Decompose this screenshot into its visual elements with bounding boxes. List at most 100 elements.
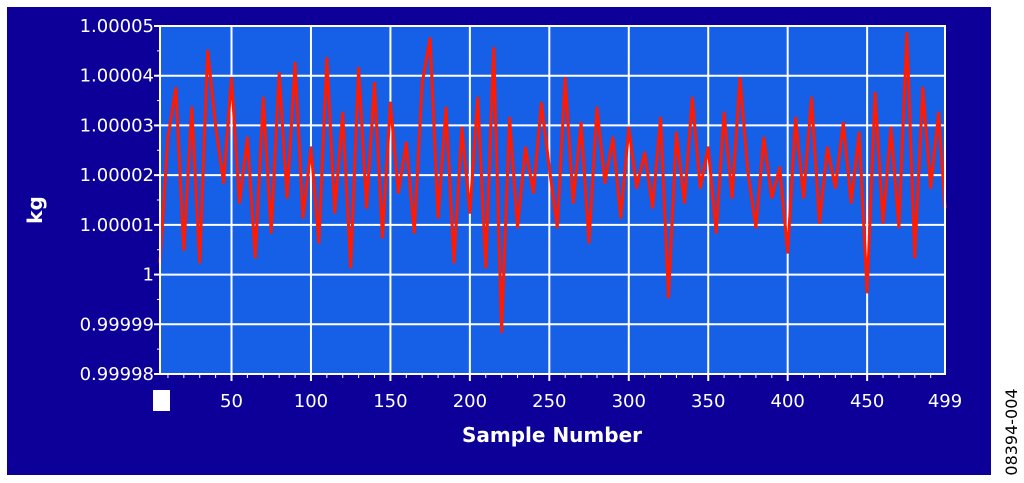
data-point (603, 181, 607, 185)
data-point (285, 196, 289, 200)
data-point (881, 220, 885, 224)
data-point (841, 121, 845, 125)
y-tick-label: 1.00005 (80, 16, 154, 37)
data-point (452, 260, 456, 264)
data-point (230, 76, 234, 80)
data-point (722, 111, 726, 115)
data-point (674, 131, 678, 135)
y-axis-title: kg (23, 196, 47, 224)
data-point (460, 126, 464, 130)
data-point (619, 215, 623, 219)
x-tick-label: 250 (532, 391, 566, 412)
data-point (357, 66, 361, 70)
data-point (865, 290, 869, 294)
data-point (778, 166, 782, 170)
data-point (810, 96, 814, 100)
data-point (857, 131, 861, 135)
data-point (794, 116, 798, 120)
data-point (380, 235, 384, 239)
x-tick-label: 400 (771, 391, 805, 412)
data-point (269, 230, 273, 234)
data-point (746, 171, 750, 175)
data-point (523, 146, 527, 150)
data-point (198, 260, 202, 264)
data-point (293, 61, 297, 65)
y-tick-label: 1.00001 (80, 215, 154, 236)
data-point (627, 126, 631, 130)
data-point (714, 230, 718, 234)
data-point (595, 106, 599, 110)
y-tick-label: 1.00004 (80, 66, 154, 87)
figure-id: 08394-004 (1002, 388, 1021, 475)
data-point (563, 76, 567, 80)
x-tick-label: 5 (154, 391, 165, 412)
y-tick-label: 1 (143, 265, 154, 286)
data-point (468, 210, 472, 214)
data-point (317, 240, 321, 244)
y-tick-label: 1.00003 (80, 115, 154, 136)
data-point (571, 200, 575, 204)
data-point (587, 240, 591, 244)
data-point (365, 205, 369, 209)
data-point (547, 166, 551, 170)
data-point (738, 76, 742, 80)
data-point (277, 71, 281, 75)
data-point (539, 101, 543, 105)
data-point (301, 215, 305, 219)
data-point (873, 91, 877, 95)
x-axis-title: Sample Number (462, 423, 642, 447)
data-point (706, 146, 710, 150)
x-tick-label: 100 (294, 391, 328, 412)
data-point (579, 121, 583, 125)
data-point (182, 248, 186, 252)
data-point (206, 49, 210, 53)
data-point (786, 250, 790, 254)
data-point (166, 136, 170, 140)
x-tick-label: 300 (612, 391, 646, 412)
x-axis: 5 50 100 150 200 250 300 350 400 450 499 (153, 374, 962, 412)
x-tick-label: 150 (373, 391, 407, 412)
data-point (690, 96, 694, 100)
data-point (825, 146, 829, 150)
data-point (698, 186, 702, 190)
data-point (309, 146, 313, 150)
data-point (222, 181, 226, 185)
data-point (730, 196, 734, 200)
data-point (253, 255, 257, 259)
data-point (611, 136, 615, 140)
data-point (667, 295, 671, 299)
x-tick-label: 450 (850, 391, 884, 412)
data-point (897, 225, 901, 229)
data-point (929, 186, 933, 190)
data-point (333, 210, 337, 214)
data-point (325, 56, 329, 60)
data-point (643, 151, 647, 155)
data-point (889, 126, 893, 130)
data-point (833, 186, 837, 190)
data-point (388, 101, 392, 105)
x-tick-label: 200 (453, 391, 487, 412)
y-axis: 0.99998 0.99999 1 1.00001 1.00002 1.00003 1.00… (80, 16, 160, 385)
data-point (245, 136, 249, 140)
y-tick-label: 0.99998 (80, 364, 154, 385)
y-tick-label: 1.00002 (80, 165, 154, 186)
data-point (214, 123, 218, 127)
data-point (500, 330, 504, 334)
data-point (428, 36, 432, 40)
data-point (937, 111, 941, 115)
data-point (349, 265, 353, 269)
data-point (516, 225, 520, 229)
x-tick-label: 350 (691, 391, 725, 412)
data-point (651, 205, 655, 209)
data-point (682, 200, 686, 204)
data-point (531, 191, 535, 195)
data-point (341, 111, 345, 115)
series-line (158, 33, 947, 332)
data-point (396, 191, 400, 195)
data-point (508, 116, 512, 120)
data-point (190, 106, 194, 110)
data-point (555, 225, 559, 229)
data-point (484, 265, 488, 269)
data-point (770, 196, 774, 200)
